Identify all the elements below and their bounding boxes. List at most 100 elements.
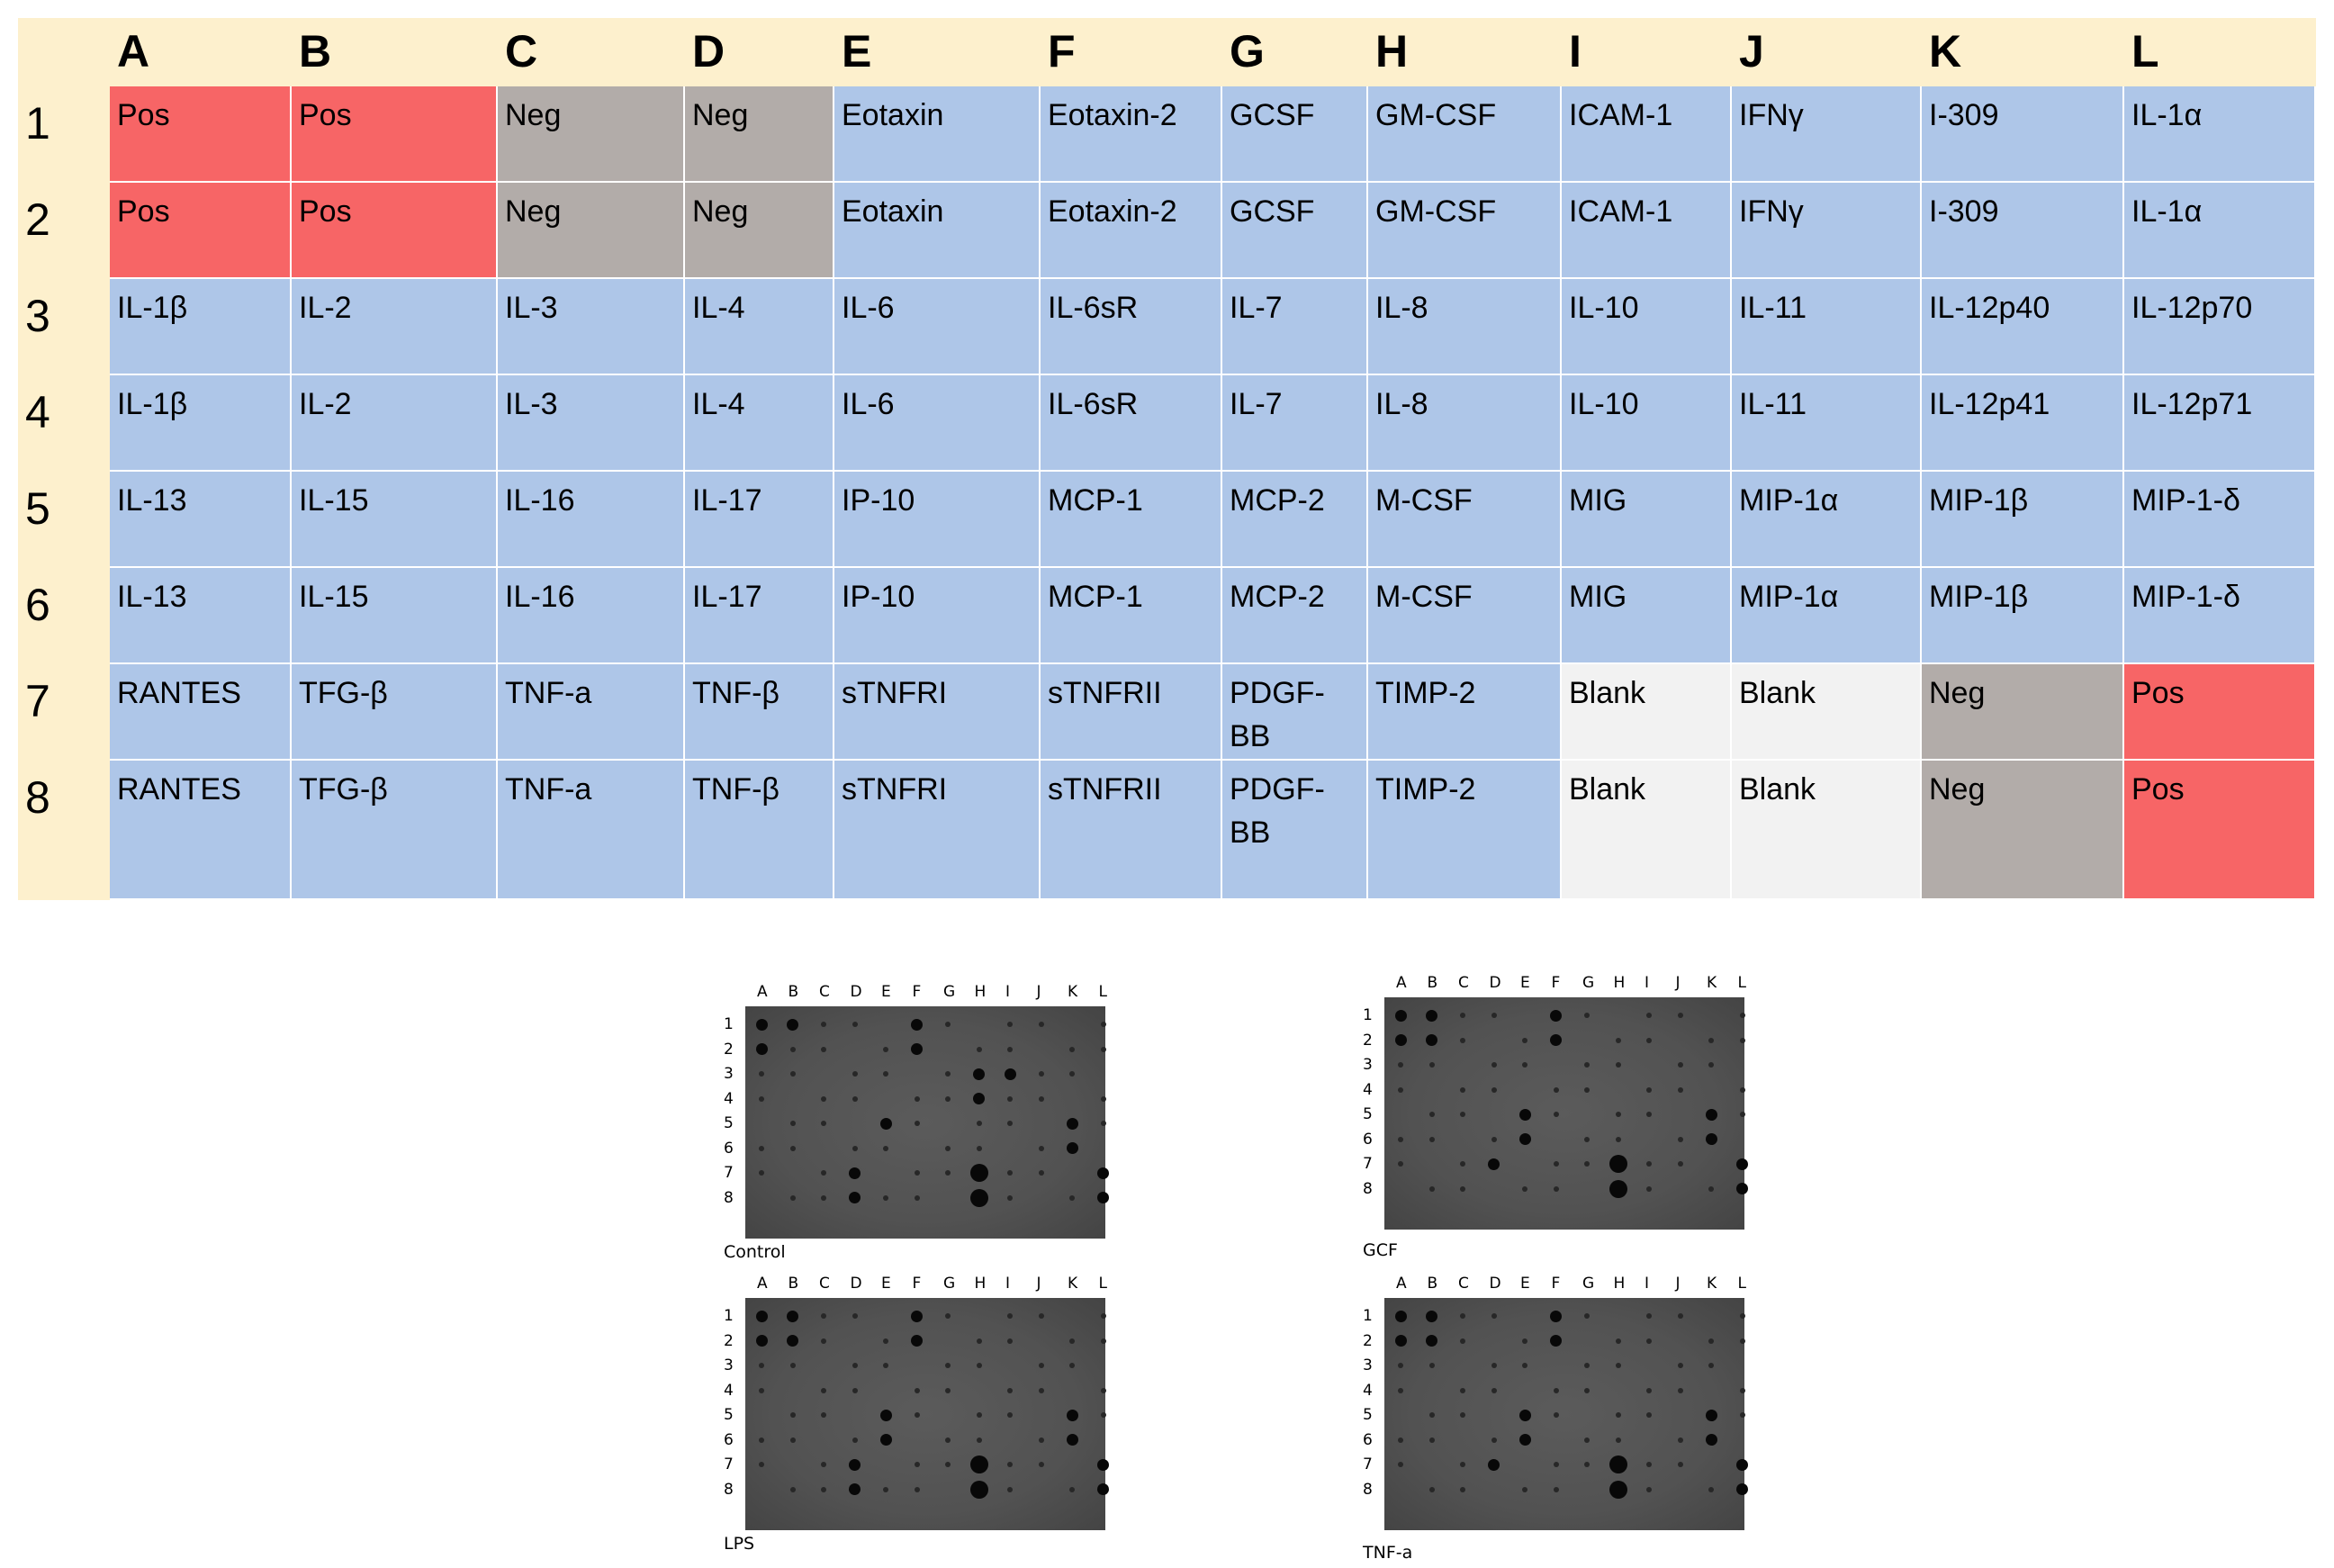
- array-cell-g7: PDGF-BB: [1222, 664, 1368, 761]
- blot-spot-h3: [1615, 1062, 1621, 1068]
- blot-row-label: 1: [724, 1015, 734, 1033]
- blot-spot-c1: [821, 1022, 826, 1027]
- array-cell-b5: IL-15: [292, 472, 498, 568]
- array-cell-d4: IL-4: [685, 375, 834, 472]
- blot-spot-i3: [1004, 1068, 1016, 1080]
- blot-spot-b2: [789, 1046, 796, 1052]
- blot-spot-e8: [1522, 1486, 1527, 1492]
- blot-column-label: D: [1489, 1275, 1501, 1293]
- blot-column-label: C: [1458, 974, 1469, 992]
- blot-spot-k3: [1708, 1363, 1714, 1368]
- blot-column-label: B: [1427, 1275, 1438, 1293]
- blot-spot-i8: [1007, 1486, 1013, 1492]
- blot-spot-f8: [914, 1194, 920, 1201]
- blot-column-label: D: [850, 1275, 862, 1293]
- blot-spot-l7: [1097, 1167, 1109, 1179]
- blot-column-label: H: [974, 1275, 987, 1293]
- blot-column-label: L: [1737, 1275, 1746, 1293]
- blot-spot-l5: [1739, 1112, 1745, 1117]
- blot-spot-b2: [787, 1335, 798, 1347]
- blot-spot-f7: [1553, 1462, 1559, 1467]
- array-cell-d1: Neg: [685, 86, 834, 183]
- blot-spot-l8: [1097, 1192, 1109, 1203]
- blot-spot-b6: [1428, 1136, 1435, 1142]
- blot-spot-e8: [1522, 1185, 1527, 1192]
- blot-spot-d3: [1491, 1062, 1497, 1068]
- blot-spot-g6: [945, 1437, 951, 1443]
- blot-spot-b1: [1426, 1009, 1437, 1022]
- blot-spot-g4: [1584, 1387, 1590, 1393]
- blot-spot-a4: [1398, 1086, 1403, 1093]
- blot-spot-a2: [755, 1335, 768, 1347]
- blot-spot-h2: [976, 1338, 982, 1344]
- blot-column-label: L: [1098, 1275, 1107, 1293]
- blot-spot-f5: [1553, 1412, 1559, 1418]
- array-cell-b8: TFG-β: [292, 761, 498, 900]
- blot-membrane: [745, 1298, 1109, 1530]
- array-cell-a6: IL-13: [110, 568, 292, 664]
- blot-spot-k3: [1069, 1363, 1075, 1368]
- blot-spot-c8: [1460, 1185, 1465, 1192]
- blot-spot-b1: [1426, 1310, 1437, 1322]
- column-label-c: C: [505, 26, 538, 77]
- array-cell-c8: TNF-a: [498, 761, 685, 900]
- blot-row-label: 2: [1363, 1031, 1373, 1050]
- blot-spot-i5: [1646, 1112, 1652, 1117]
- array-cell-d6: IL-17: [685, 568, 834, 664]
- blot-column-label: H: [1613, 974, 1626, 992]
- blot-spot-a2: [1394, 1335, 1407, 1347]
- blot-spot-h8: [969, 1188, 988, 1207]
- blot-column-label: A: [1396, 974, 1407, 992]
- blot-spot-g3: [945, 1071, 951, 1077]
- blot-spot-h5: [1615, 1412, 1621, 1418]
- array-cell-i2: ICAM-1: [1562, 183, 1732, 279]
- blot-spot-j1: [1677, 1013, 1683, 1018]
- blot-column-label: E: [881, 983, 891, 1001]
- array-cell-c4: IL-3: [498, 375, 685, 472]
- blot-spot-h7: [969, 1164, 988, 1182]
- blot-spot-b5: [1428, 1112, 1435, 1117]
- blot-spot-e2: [883, 1338, 888, 1344]
- array-cell-e7: sTNFRI: [834, 664, 1041, 761]
- blot-spot-k8: [1069, 1194, 1075, 1201]
- blot-column-label: C: [1458, 1275, 1469, 1293]
- blot-row-label: 7: [1363, 1455, 1373, 1473]
- array-cell-b2: Pos: [292, 183, 498, 279]
- blot-spot-f4: [914, 1095, 920, 1102]
- blot-spot-i7: [1646, 1462, 1652, 1467]
- array-cell-c5: IL-16: [498, 472, 685, 568]
- blot-row-label: 4: [1363, 1381, 1373, 1400]
- blot-row-label: 4: [724, 1089, 734, 1108]
- array-cell-g5: MCP-2: [1222, 472, 1368, 568]
- blot-spot-e3: [1522, 1062, 1527, 1068]
- blot-spot-c2: [821, 1046, 826, 1052]
- blot-spot-c7: [1460, 1161, 1465, 1167]
- blot-spot-l5: [1739, 1412, 1745, 1418]
- blot-spot-c4: [821, 1387, 826, 1393]
- array-cell-a8: RANTES: [110, 761, 292, 900]
- array-cell-i1: ICAM-1: [1562, 86, 1732, 183]
- blot-spot-g7: [1584, 1462, 1590, 1467]
- blot-spot-a4: [1398, 1387, 1403, 1393]
- blot-column-label: G: [943, 1275, 956, 1293]
- blot-spot-k3: [1708, 1062, 1714, 1068]
- blot-membrane: [1384, 997, 1748, 1230]
- blot-spot-j3: [1677, 1363, 1683, 1368]
- blot-row-label: 1: [1363, 1307, 1373, 1325]
- array-cell-g2: GCSF: [1222, 183, 1368, 279]
- blot-spot-f8: [1553, 1486, 1559, 1492]
- column-label-a: A: [117, 26, 150, 77]
- blot-spot-k5: [1066, 1409, 1078, 1421]
- array-cell-e1: Eotaxin: [834, 86, 1041, 183]
- blot-spot-a7: [1398, 1462, 1403, 1467]
- blot-spot-k6: [1705, 1434, 1717, 1446]
- blot-spot-b6: [789, 1437, 796, 1443]
- blot-spot-d1: [1491, 1013, 1497, 1018]
- blot-spot-e6: [883, 1145, 888, 1151]
- blot-spot-f5: [914, 1412, 920, 1418]
- blot-spot-d4: [852, 1095, 858, 1102]
- blot-row-label: 6: [1363, 1430, 1373, 1449]
- blot-spot-a6: [1398, 1136, 1403, 1142]
- row-label-4: 4: [25, 387, 50, 437]
- blot-spot-k5: [1066, 1117, 1078, 1130]
